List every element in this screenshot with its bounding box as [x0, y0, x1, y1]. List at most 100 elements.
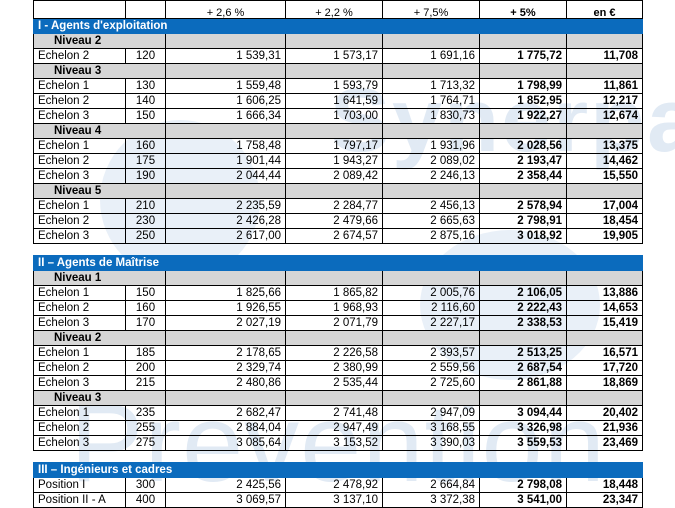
salary-d: 3 094,44: [479, 405, 567, 421]
salary-b: 3 153,52: [285, 435, 383, 451]
salary-a: 1 926,55: [165, 300, 286, 316]
level-empty-cell: [165, 330, 286, 346]
salary-d: 2 358,44: [479, 168, 567, 184]
level-empty-cell: [165, 123, 286, 139]
level-name: Niveau 3: [33, 390, 166, 406]
salary-c: 2 665,63: [382, 213, 480, 229]
table-row: Echelon 2 140 1 606,25 1 641,59 1 764,71 1 85…: [33, 93, 643, 109]
salary-d: 1 798,99: [479, 78, 567, 94]
level-empty-cell: [566, 390, 643, 406]
header-cell: + 7,5%: [382, 0, 480, 19]
coefficient: 300: [125, 477, 166, 493]
hourly-rate: 19,905: [566, 228, 643, 244]
coefficient: 190: [125, 168, 166, 184]
level-empty-cell: [479, 183, 567, 199]
salary-c: 2 246,13: [382, 168, 480, 184]
header-cell: en €: [566, 0, 643, 19]
level-empty-cell: [382, 123, 480, 139]
coefficient: 170: [125, 315, 166, 331]
salary-c: 2 725,60: [382, 375, 480, 391]
salary-a: 1 825,66: [165, 285, 286, 301]
table-row: Echelon 1 210 2 235,59 2 284,77 2 456,13 2 57…: [33, 198, 643, 214]
salary-a: 1 606,25: [165, 93, 286, 109]
table-row: Position I 300 2 425,56 2 478,92 2 664,84 2 7…: [33, 477, 643, 493]
section-header: I - Agents d'exploitation: [33, 18, 643, 34]
level-empty-cell: [285, 390, 383, 406]
salary-d: 2 687,54: [479, 360, 567, 376]
level-empty-cell: [566, 123, 643, 139]
level-empty-cell: [165, 33, 286, 49]
section-spacer: [34, 451, 643, 463]
salary-a: 2 235,59: [165, 198, 286, 214]
hourly-rate: 18,869: [566, 375, 643, 391]
coefficient: 175: [125, 153, 166, 169]
table-row: Echelon 3 215 2 480,86 2 535,44 2 725,60 2 86…: [33, 375, 643, 391]
level-empty-cell: [382, 330, 480, 346]
coefficient: 230: [125, 213, 166, 229]
salary-b: 2 478,92: [285, 477, 383, 493]
level-empty-cell: [382, 390, 480, 406]
hourly-rate: 23,469: [566, 435, 643, 451]
spacer-cell: [34, 244, 643, 256]
level-name: Niveau 5: [33, 183, 166, 199]
salary-a: 1 559,48: [165, 78, 286, 94]
salary-b: 1 968,93: [285, 300, 383, 316]
table-row: Echelon 1 150 1 825,66 1 865,82 2 005,76 2 10…: [33, 285, 643, 301]
salary-c: 1 764,71: [382, 93, 480, 109]
hourly-rate: 13,375: [566, 138, 643, 154]
level-empty-cell: [479, 390, 567, 406]
salary-d: 2 513,25: [479, 345, 567, 361]
salary-d: 2 193,47: [479, 153, 567, 169]
level-empty-cell: [566, 33, 643, 49]
level-empty-cell: [382, 270, 480, 286]
salary-a: 2 617,00: [165, 228, 286, 244]
coefficient: 150: [125, 285, 166, 301]
table-row: Echelon 1 160 1 758,48 1 797,17 1 931,96 2 02…: [33, 138, 643, 154]
table-row: Echelon 2 255 2 884,04 2 947,49 3 168,55 3 32…: [33, 420, 643, 436]
level-header: Niveau 5: [33, 183, 643, 199]
salary-c: 2 227,17: [382, 315, 480, 331]
salary-d: 3 559,53: [479, 435, 567, 451]
level-empty-cell: [285, 270, 383, 286]
salary-c: 3 390,03: [382, 435, 480, 451]
salary-b: 1 703,00: [285, 108, 383, 124]
hourly-rate: 17,720: [566, 360, 643, 376]
coefficient: 400: [125, 492, 166, 508]
level-name: Niveau 3: [33, 63, 166, 79]
salary-b: 2 226,58: [285, 345, 383, 361]
echelon-label: Echelon 3: [33, 435, 126, 451]
table-row: Echelon 2 230 2 426,28 2 479,66 2 665,63 2 79…: [33, 213, 643, 229]
salary-b: 1 943,27: [285, 153, 383, 169]
salary-b: 2 071,79: [285, 315, 383, 331]
table-row: Echelon 3 275 3 085,64 3 153,52 3 390,03 3 55…: [33, 435, 643, 451]
level-empty-cell: [165, 270, 286, 286]
table-row: Echelon 2 160 1 926,55 1 968,93 2 116,60 2 22…: [33, 300, 643, 316]
hourly-rate: 16,571: [566, 345, 643, 361]
salary-c: 2 947,09: [382, 405, 480, 421]
salary-a: 2 682,47: [165, 405, 286, 421]
salary-c: 3 168,55: [382, 420, 480, 436]
level-empty-cell: [285, 123, 383, 139]
echelon-label: Echelon 1: [33, 138, 126, 154]
table-row: Echelon 3 250 2 617,00 2 674,57 2 875,16 3 01…: [33, 228, 643, 244]
salary-a: 1 539,31: [165, 48, 286, 64]
echelon-label: Echelon 2: [33, 48, 126, 64]
salary-a: 2 480,86: [165, 375, 286, 391]
echelon-label: Position II - A: [33, 492, 126, 508]
hourly-rate: 12,674: [566, 108, 643, 124]
level-empty-cell: [566, 63, 643, 79]
salary-c: 1 713,32: [382, 78, 480, 94]
salary-d: 3 541,00: [479, 492, 567, 508]
section-title: III – Ingénieurs et cadres: [33, 462, 643, 478]
level-empty-cell: [285, 33, 383, 49]
level-header: Niveau 1: [33, 270, 643, 286]
table-row: Echelon 3 170 2 027,19 2 071,79 2 227,17 2 33…: [33, 315, 643, 331]
echelon-label: Echelon 1: [33, 285, 126, 301]
table-row: Position II - A 400 3 069,57 3 137,10 3 372,…: [33, 492, 643, 508]
echelon-label: Echelon 1: [33, 405, 126, 421]
section-title: I - Agents d'exploitation: [33, 18, 643, 34]
salary-b: 1 865,82: [285, 285, 383, 301]
level-empty-cell: [285, 183, 383, 199]
coefficient: 210: [125, 198, 166, 214]
section-header: III – Ingénieurs et cadres: [33, 462, 643, 478]
